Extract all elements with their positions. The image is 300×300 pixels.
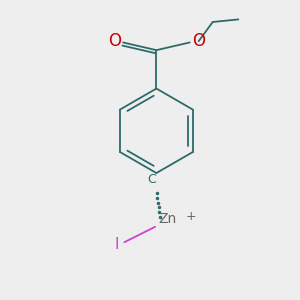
Text: C: C xyxy=(147,173,156,186)
Text: +: + xyxy=(186,210,196,223)
Text: O: O xyxy=(192,32,205,50)
Text: O: O xyxy=(108,32,121,50)
Text: I: I xyxy=(115,237,119,252)
Text: Zn: Zn xyxy=(159,212,177,226)
